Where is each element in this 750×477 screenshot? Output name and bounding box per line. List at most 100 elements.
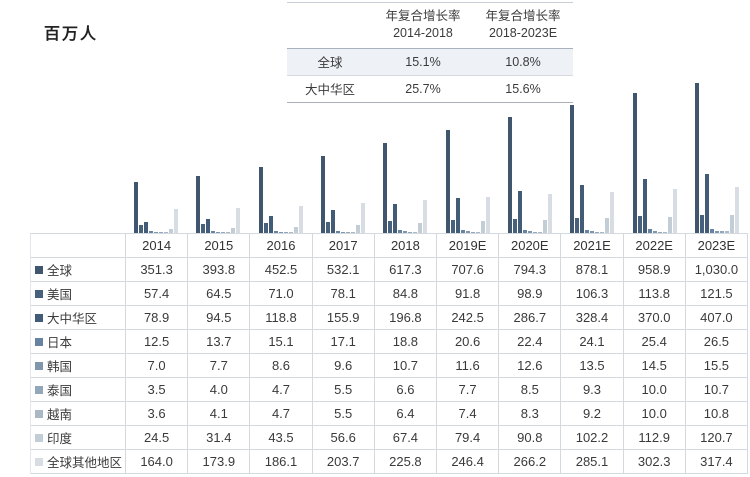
table-corner [31,234,126,258]
column-header-2023E: 2023E [685,234,748,258]
value-韩国-2023E: 15.5 [685,354,748,378]
value-日本-2018: 18.8 [374,330,437,354]
value-大中华区-2023E: 407.0 [685,306,748,330]
bar-泰国-2019E [470,231,475,233]
bar-全球-2020E [507,117,512,233]
column-header-2015: 2015 [188,234,251,258]
value-越南-2020E: 8.3 [499,402,562,426]
value-大中华区-2022E: 370.0 [623,306,686,330]
bar-印度-2023E [729,215,734,233]
bar-美国-2018 [388,220,393,233]
bar-group-2023E [686,73,748,233]
cagr-header-2014-2018: 年复合增长率 2014-2018 [373,8,473,42]
value-日本-2016: 15.1 [250,330,313,354]
value-全球其他地区-2020E: 266.2 [499,450,562,474]
value-大中华区-2019E: 242.5 [437,306,500,330]
value-全球-2021E: 878.1 [561,258,624,282]
value-大中华区-2014: 78.9 [126,306,189,330]
value-印度-2022E: 112.9 [623,426,686,450]
value-日本-2014: 12.5 [126,330,189,354]
row-label-泰国: 泰国 [31,378,126,402]
value-印度-2017: 56.6 [312,426,375,450]
bar-越南-2021E [600,231,605,233]
legend-swatch-icon [35,385,43,394]
bar-越南-2023E [724,231,729,233]
value-美国-2023E: 121.5 [685,282,748,306]
value-韩国-2018: 10.7 [374,354,437,378]
value-韩国-2015: 7.7 [188,354,251,378]
bar-泰国-2018 [408,232,413,233]
bar-越南-2016 [288,232,293,233]
value-全球其他地区-2021E: 285.1 [561,450,624,474]
cagr-header-title: 年复合增长率 [485,9,561,23]
column-header-2018: 2018 [374,234,437,258]
bar-越南-2017 [351,232,356,233]
bar-越南-2018 [413,232,418,233]
value-美国-2019E: 91.8 [437,282,500,306]
value-美国-2022E: 113.8 [623,282,686,306]
row-label-text: 美国 [47,288,73,302]
value-泰国-2018: 6.6 [374,378,437,402]
value-日本-2019E: 20.6 [437,330,500,354]
value-美国-2015: 64.5 [188,282,251,306]
value-韩国-2016: 8.6 [250,354,313,378]
row-label-text: 印度 [47,432,73,446]
bar-韩国-2018 [403,231,408,233]
bar-日本-2019E [460,230,465,233]
legend-swatch-icon [35,361,43,370]
bar-泰国-2017 [346,232,351,233]
bar-全球其他地区-2017 [361,203,366,233]
value-全球其他地区-2019E: 246.4 [437,450,500,474]
value-日本-2021E: 24.1 [561,330,624,354]
cagr-value: 25.7% [405,81,441,96]
value-印度-2014: 24.5 [126,426,189,450]
bar-越南-2014 [164,232,169,233]
bar-泰国-2020E [532,231,537,233]
value-大中华区-2016: 118.8 [250,306,313,330]
row-label-全球: 全球 [31,258,126,282]
bar-印度-2015 [231,228,236,233]
value-越南-2016: 4.7 [250,402,313,426]
bar-chart [125,73,748,233]
value-日本-2022E: 25.4 [623,330,686,354]
bar-越南-2022E [662,231,667,233]
row-label-美国: 美国 [31,282,126,306]
value-大中华区-2018: 196.8 [374,306,437,330]
value-韩国-2017: 9.6 [312,354,375,378]
bar-韩国-2019E [465,231,470,233]
y-axis-unit-label: 百万人 [44,26,99,43]
value-越南-2017: 5.5 [312,402,375,426]
value-印度-2020E: 90.8 [499,426,562,450]
bar-日本-2020E [522,229,527,233]
row-label-text: 日本 [47,336,73,350]
value-泰国-2015: 4.0 [188,378,251,402]
bar-韩国-2014 [154,232,159,233]
cagr-header-row: 年复合增长率 2014-2018 年复合增长率 2018-2023E [287,3,573,49]
bar-大中华区-2015 [206,219,211,233]
value-全球-2014: 351.3 [126,258,189,282]
column-header-2021E: 2021E [561,234,624,258]
bar-泰国-2022E [657,231,662,233]
row-label-日本: 日本 [31,330,126,354]
value-全球-2018: 617.3 [374,258,437,282]
bar-全球其他地区-2021E [610,191,615,233]
bar-全球其他地区-2016 [298,205,303,233]
row-label-text: 全球 [47,264,73,278]
bar-group-2022E [623,73,685,233]
bar-全球-2017 [321,155,326,233]
value-大中华区-2020E: 286.7 [499,306,562,330]
value-日本-2017: 17.1 [312,330,375,354]
bar-韩国-2017 [341,231,346,233]
bar-越南-2020E [537,231,542,233]
bar-美国-2021E [575,217,580,233]
row-label-text: 泰国 [47,384,73,398]
row-label-text: 全球其他地区 [47,456,123,470]
legend-swatch-icon [35,457,43,466]
column-header-2014: 2014 [126,234,189,258]
value-韩国-2020E: 12.6 [499,354,562,378]
bar-泰国-2021E [595,231,600,233]
row-label-全球其他地区: 全球其他地区 [31,450,126,474]
value-印度-2019E: 79.4 [437,426,500,450]
legend-swatch-icon [35,409,43,418]
cagr-header-title: 年复合增长率 [385,9,461,23]
